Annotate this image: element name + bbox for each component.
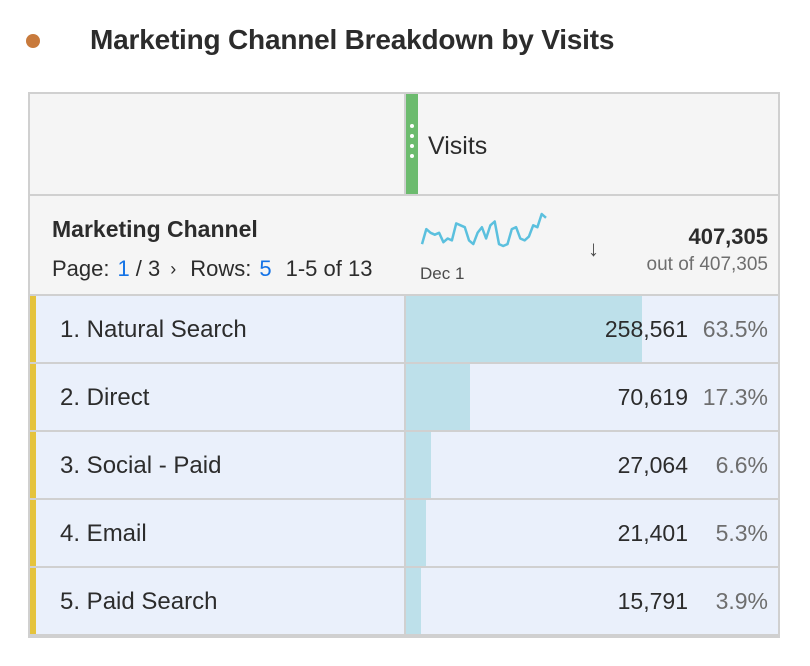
- row-label-cell[interactable]: 3. Social - Paid: [30, 432, 406, 498]
- row-label: 1. Natural Search: [60, 316, 247, 343]
- row-selection-stripe: [30, 568, 36, 634]
- row-label-cell[interactable]: 1. Natural Search: [30, 296, 406, 362]
- row-value: 15,791: [617, 588, 688, 614]
- row-label: 2. Direct: [60, 384, 150, 411]
- table-row[interactable]: 3. Social - Paid 27,064 6.6%: [30, 432, 778, 500]
- row-value: 21,401: [617, 520, 688, 546]
- row-label-cell[interactable]: 2. Direct: [30, 364, 406, 430]
- page-label: Page:: [52, 256, 110, 281]
- panel-title: Marketing Channel Breakdown by Visits: [90, 24, 615, 55]
- dimension-title[interactable]: Marketing Channel: [52, 216, 258, 242]
- row-selection-stripe: [30, 364, 36, 430]
- table-row[interactable]: 2. Direct 70,619 17.3%: [30, 364, 778, 432]
- row-value: 258,561: [604, 316, 688, 342]
- grip-dot-icon: [410, 144, 414, 148]
- row-value-bar: [406, 500, 426, 566]
- row-percent: 63.5%: [702, 316, 768, 342]
- row-selection-stripe: [30, 500, 36, 566]
- row-label: 5. Paid Search: [60, 588, 218, 615]
- row-range: 1-5 of 13: [285, 256, 373, 281]
- trend-sparkline: [420, 212, 547, 248]
- sort-descending-icon[interactable]: ↓: [588, 236, 599, 261]
- grip-dot-icon: [410, 124, 414, 128]
- row-percent: 6.6%: [715, 452, 768, 478]
- row-selection-stripe: [30, 432, 36, 498]
- row-label: 3. Social - Paid: [60, 452, 222, 479]
- table-row[interactable]: 1. Natural Search 258,561 63.5%: [30, 296, 778, 364]
- row-selection-stripe: [30, 296, 36, 362]
- row-percent: 5.3%: [715, 520, 768, 546]
- sparkline-start-label: Dec 1: [420, 264, 465, 283]
- row-label: 4. Email: [60, 520, 147, 547]
- freeform-table: Visits Marketing Channel Page: 1 / 3 › R…: [28, 92, 780, 638]
- metric-total: 407,305: [688, 224, 768, 249]
- sparkline-path: [420, 212, 547, 248]
- total-pages: / 3: [135, 256, 161, 281]
- pagination: Page: 1 / 3 › Rows: 5 1-5 of 13: [52, 256, 406, 282]
- current-page-link[interactable]: 1: [117, 256, 130, 281]
- next-page-chevron-icon[interactable]: ›: [170, 258, 177, 279]
- row-value-bar: [406, 568, 421, 634]
- metric-column-header[interactable]: Visits: [428, 132, 488, 160]
- table-row[interactable]: 4. Email 21,401 5.3%: [30, 500, 778, 568]
- panel-status-dot: [26, 34, 40, 48]
- row-value: 27,064: [617, 452, 688, 478]
- row-percent: 17.3%: [702, 384, 768, 410]
- row-value-bar: [406, 296, 643, 362]
- table-row[interactable]: 5. Paid Search 15,791 3.9%: [30, 568, 778, 636]
- row-label-cell[interactable]: 5. Paid Search: [30, 568, 406, 634]
- row-label-cell[interactable]: 4. Email: [30, 500, 406, 566]
- metric-total-sub: out of 407,305: [646, 254, 769, 275]
- dimension-header: Marketing Channel Page: 1 / 3 › Rows: 5 …: [30, 196, 778, 296]
- row-value: 70,619: [617, 384, 688, 410]
- row-percent: 3.9%: [715, 588, 768, 614]
- grip-dot-icon: [410, 134, 414, 138]
- row-value-bar: [406, 364, 471, 430]
- rows-label: Rows:: [190, 256, 252, 281]
- rows-per-page-link[interactable]: 5: [259, 256, 272, 281]
- metric-drag-handle[interactable]: [406, 94, 418, 194]
- metric-header: Visits: [30, 94, 778, 196]
- grip-dot-icon: [410, 154, 414, 158]
- dimension-header-blank: [30, 94, 406, 194]
- row-value-bar: [406, 432, 431, 498]
